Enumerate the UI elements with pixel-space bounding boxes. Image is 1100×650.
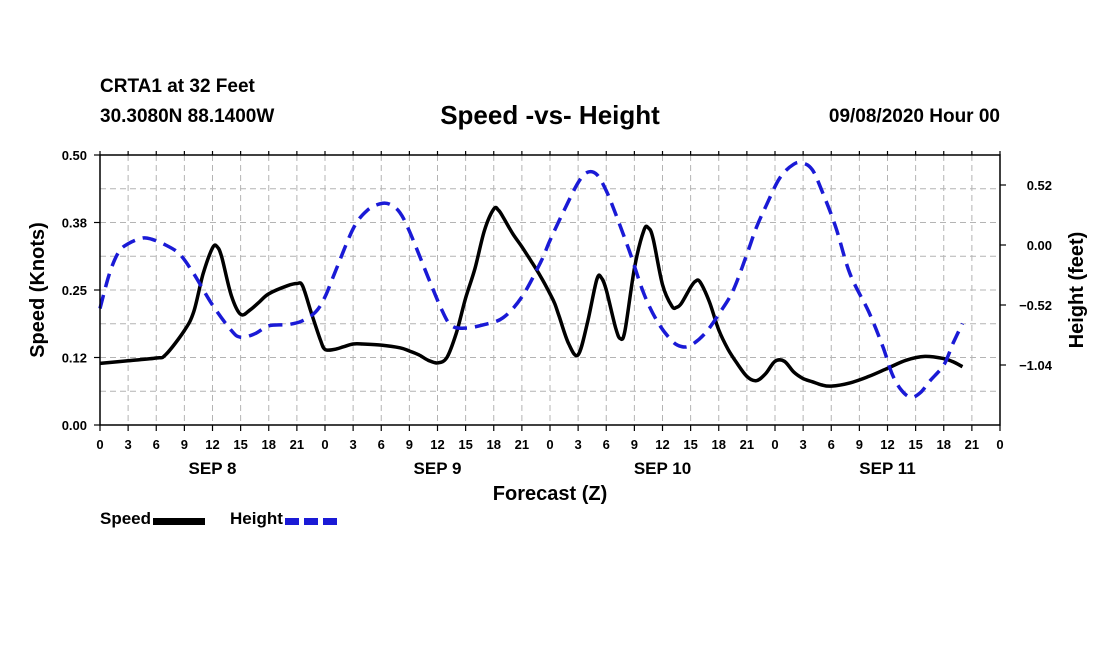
legend-speed: Speed xyxy=(100,509,206,529)
y-right-tick-label: −0.52 xyxy=(1019,298,1052,313)
x-tick-label: 15 xyxy=(683,437,697,452)
data-series xyxy=(98,160,965,400)
y-left-tick-label: 0.50 xyxy=(62,148,87,163)
x-tick-label: 12 xyxy=(655,437,669,452)
x-tick-label: 3 xyxy=(575,437,582,452)
x-day-label: SEP 9 xyxy=(414,459,462,478)
grid-lines xyxy=(100,155,1000,425)
x-day-label: SEP 10 xyxy=(634,459,691,478)
x-tick-label: 0 xyxy=(96,437,103,452)
x-tick-label: 21 xyxy=(740,437,754,452)
x-tick-label: 0 xyxy=(771,437,778,452)
x-tick-label: 0 xyxy=(321,437,328,452)
tick-labels: 0 3 6 9 12 15 18 21 0 3 6 9 12 15 18 21 0 3 6 9 12 15 18 21 0 3 6 9… xyxy=(62,148,1053,478)
y-left-tick-label: 0.25 xyxy=(62,283,87,298)
height-series-line xyxy=(98,160,965,400)
x-tick-label: 6 xyxy=(378,437,385,452)
legend-height-label: Height xyxy=(230,509,283,528)
y-right-tick-label: −1.04 xyxy=(1019,358,1053,373)
x-tick-label: 9 xyxy=(631,437,638,452)
x-tick-label: 12 xyxy=(205,437,219,452)
x-day-label: SEP 11 xyxy=(859,459,915,478)
x-day-label: SEP 8 xyxy=(189,459,237,478)
x-tick-label: 18 xyxy=(262,437,276,452)
chart-title: Speed -vs- Height xyxy=(440,100,660,130)
y-axis-right-title: Height (feet) xyxy=(1066,232,1088,349)
axes xyxy=(94,151,1006,431)
speed-series-line xyxy=(99,205,964,388)
x-tick-label: 9 xyxy=(406,437,413,452)
x-tick-label: 12 xyxy=(880,437,894,452)
x-tick-label: 6 xyxy=(603,437,610,452)
x-tick-label: 18 xyxy=(712,437,726,452)
legend-height-swatch xyxy=(284,517,337,525)
x-tick-label: 15 xyxy=(233,437,247,452)
y-right-tick-label: 0.52 xyxy=(1027,178,1052,193)
x-tick-label: 21 xyxy=(290,437,304,452)
x-tick-label: 15 xyxy=(908,437,922,452)
x-tick-label: 0 xyxy=(996,437,1003,452)
forecast-date: 09/08/2020 Hour 00 xyxy=(828,106,1000,127)
y-right-tick-label: 0.00 xyxy=(1027,238,1052,253)
y-axis-left-title: Speed (Knots) xyxy=(27,222,49,358)
x-tick-label: 9 xyxy=(856,437,863,452)
x-tick-label: 3 xyxy=(800,437,807,452)
x-tick-label: 12 xyxy=(430,437,444,452)
legend-height: Height xyxy=(230,509,337,529)
station-label: CRTA1 at 32 Feet xyxy=(100,76,255,97)
y-left-tick-label: 0.38 xyxy=(62,216,87,231)
station-coordinates: 30.3080N 88.1400W xyxy=(100,106,275,127)
y-left-tick-label: 0.12 xyxy=(62,351,87,366)
x-tick-label: 15 xyxy=(458,437,472,452)
x-tick-label: 21 xyxy=(965,437,979,452)
x-tick-label: 3 xyxy=(125,437,132,452)
x-tick-label: 21 xyxy=(515,437,529,452)
x-tick-label: 6 xyxy=(828,437,835,452)
y-left-tick-label: 0.00 xyxy=(62,418,87,433)
legend-speed-label: Speed xyxy=(100,509,152,528)
x-tick-label: 18 xyxy=(487,437,501,452)
x-axis-title: Forecast (Z) xyxy=(493,483,607,505)
x-tick-label: 18 xyxy=(937,437,951,452)
x-tick-label: 9 xyxy=(181,437,188,452)
x-tick-label: 6 xyxy=(153,437,160,452)
x-tick-label: 3 xyxy=(350,437,357,452)
x-tick-label: 0 xyxy=(546,437,553,452)
legend-speed-swatch xyxy=(153,517,206,525)
